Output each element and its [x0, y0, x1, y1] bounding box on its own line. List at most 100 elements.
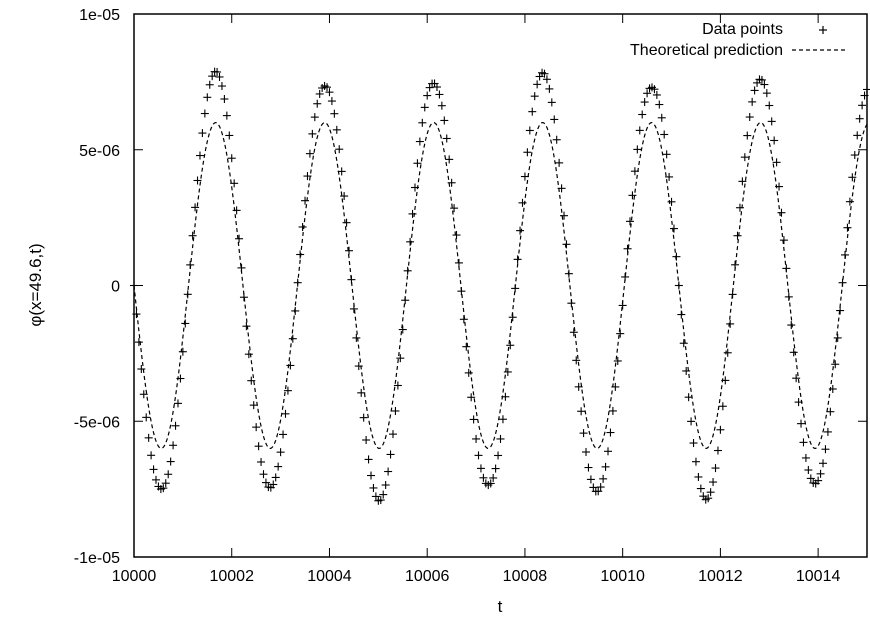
data-point: [613, 356, 622, 365]
data-point: [716, 425, 725, 434]
data-point: [176, 374, 185, 383]
data-point: [462, 342, 471, 351]
data-point: [213, 67, 222, 76]
data-point: [247, 376, 256, 385]
data-point: [132, 310, 141, 319]
data-point: [560, 211, 569, 220]
data-point: [611, 382, 620, 391]
data-point: [567, 299, 576, 308]
y-tick-label: 5e-06: [79, 143, 120, 160]
data-point: [728, 290, 737, 299]
data-point: [574, 382, 583, 391]
data-point: [293, 278, 302, 287]
data-point: [305, 149, 314, 158]
data-point: [833, 333, 842, 342]
data-point: [252, 423, 261, 432]
data-point: [183, 290, 192, 299]
data-point: [770, 136, 779, 145]
data-point: [239, 293, 248, 302]
data-point: [186, 260, 195, 269]
data-point: [682, 366, 691, 375]
data-point: [137, 365, 146, 374]
data-point: [513, 255, 522, 264]
data-point: [806, 474, 815, 483]
data-point: [296, 250, 305, 259]
data-point: [432, 83, 441, 92]
data-point: [496, 434, 505, 443]
data-point: [621, 272, 630, 281]
data-point: [227, 154, 236, 163]
data-point: [379, 490, 388, 499]
data-point: [254, 442, 263, 451]
data-point: [376, 496, 385, 505]
data-point: [315, 89, 324, 98]
data-point: [657, 113, 666, 122]
data-point: [257, 457, 266, 466]
data-point: [151, 475, 160, 484]
data-point: [235, 234, 244, 243]
data-point: [523, 148, 532, 157]
data-point: [794, 398, 803, 407]
data-point: [403, 266, 412, 275]
data-point: [799, 438, 808, 447]
data-point: [494, 451, 503, 460]
x-tick-label: 10004: [307, 568, 352, 585]
data-point: [689, 439, 698, 448]
data-point: [855, 114, 864, 123]
data-point: [230, 179, 239, 188]
data-point: [352, 333, 361, 342]
data-point: [618, 301, 627, 310]
data-point: [208, 72, 217, 81]
data-point: [388, 430, 397, 439]
plot-area-frame: [133, 13, 868, 558]
data-point: [313, 99, 322, 108]
x-tick-label: 10006: [405, 568, 450, 585]
data-point: [323, 83, 332, 92]
data-point: [533, 80, 542, 89]
data-point: [420, 103, 429, 112]
data-point: [367, 471, 376, 480]
data-point: [735, 203, 744, 212]
data-point: [335, 145, 344, 154]
y-tick-label: 1e-05: [79, 7, 120, 24]
data-point: [655, 100, 664, 109]
data-point: [748, 97, 757, 106]
data-point: [459, 315, 468, 324]
data-point: [677, 310, 686, 319]
data-point: [271, 473, 280, 482]
data-point: [738, 177, 747, 186]
data-point: [142, 413, 151, 422]
data-point: [286, 361, 295, 370]
data-point: [159, 484, 168, 493]
data-point: [672, 252, 681, 261]
data-point: [679, 339, 688, 348]
data-point: [442, 134, 451, 143]
data-point: [330, 109, 339, 118]
data-point: [381, 481, 390, 490]
data-point: [552, 135, 561, 144]
data-point: [704, 494, 713, 503]
data-point: [572, 356, 581, 365]
data-point: [171, 421, 180, 430]
data-point: [826, 407, 835, 416]
data-point: [445, 155, 454, 164]
data-point: [200, 109, 209, 118]
data-point: [139, 390, 148, 399]
data-point: [845, 197, 854, 206]
data-point: [525, 126, 534, 135]
data-point: [472, 434, 481, 443]
data-point: [594, 487, 603, 496]
data-point: [220, 95, 229, 104]
data-point: [384, 467, 393, 476]
data-point: [396, 354, 405, 363]
data-point: [469, 415, 478, 424]
data-point: [261, 478, 270, 487]
data-point: [596, 483, 605, 492]
data-point: [814, 476, 823, 485]
data-point: [205, 80, 214, 89]
data-point: [772, 158, 781, 167]
y-tick-label: -1e-05: [74, 550, 120, 567]
data-point: [542, 75, 551, 84]
data-point: [765, 101, 774, 110]
data-point: [369, 483, 378, 492]
